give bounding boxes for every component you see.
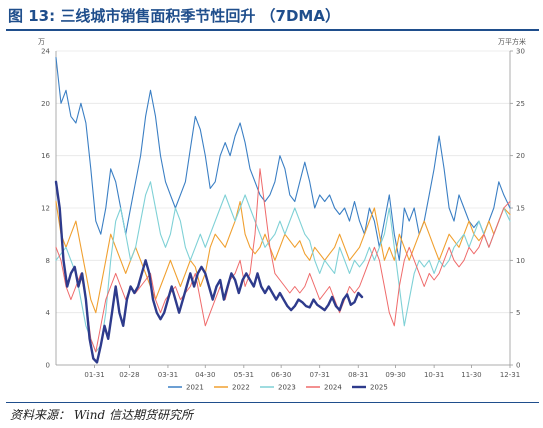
x-tick-label: 08-31 xyxy=(348,371,368,379)
x-tick-label: 03-31 xyxy=(158,371,178,379)
left-tick-label: 8 xyxy=(46,257,50,265)
x-tick-label: 07-31 xyxy=(310,371,330,379)
left-tick-label: 16 xyxy=(41,152,50,160)
x-tick-label: 12-31 xyxy=(500,371,520,379)
left-tick-label: 12 xyxy=(41,205,50,213)
x-tick-label: 06-30 xyxy=(271,371,291,379)
legend-label-2024: 2024 xyxy=(324,384,342,392)
x-tick-label: 02-28 xyxy=(119,371,139,379)
right-tick-label: 20 xyxy=(516,152,525,160)
right-tick-label: 5 xyxy=(516,309,520,317)
series-lines xyxy=(54,56,511,364)
legend-label-2023: 2023 xyxy=(278,384,296,392)
source-note: 资料来源： Wind 信达期货研究所 xyxy=(10,408,194,422)
right-tick-label: 15 xyxy=(516,205,525,213)
series-line-2023 xyxy=(55,181,511,353)
x-tick-label: 09-30 xyxy=(385,371,405,379)
x-tick-label: 04-30 xyxy=(195,371,215,379)
legend-label-2022: 2022 xyxy=(232,384,250,392)
figure-title: 图 13: 三线城市销售面积季节性回升 （7DMA） xyxy=(8,7,340,25)
right-tick-label: 30 xyxy=(516,48,525,56)
left-axis-unit: 万 xyxy=(38,38,45,46)
source-rule xyxy=(6,402,539,403)
left-tick-label: 24 xyxy=(41,48,50,56)
axes: 0 4 8 12 16 20 24 0 5 10 15 20 25 30 万 万平方米 01-31 02-28 03… xyxy=(38,37,526,379)
right-tick-label: 0 xyxy=(516,362,520,370)
title-rule xyxy=(6,29,539,31)
series-line-2021 xyxy=(55,56,511,261)
legend-label-2025: 2025 xyxy=(370,384,388,392)
left-tick-label: 4 xyxy=(46,309,51,317)
right-axis-unit: 万平方米 xyxy=(498,37,526,46)
series-line-2025 xyxy=(54,180,364,364)
x-tick-label: 01-31 xyxy=(84,371,104,379)
left-tick-label: 20 xyxy=(41,100,50,108)
left-tick-label: 0 xyxy=(46,362,50,370)
x-tick-label: 10-31 xyxy=(424,371,444,379)
x-tick-label: 11-30 xyxy=(461,371,481,379)
x-tick-label: 05-31 xyxy=(234,371,254,379)
legend-label-2021: 2021 xyxy=(186,384,204,392)
right-tick-label: 10 xyxy=(516,257,525,265)
right-tick-label: 25 xyxy=(516,100,525,108)
chart-legend: 2021 2022 2023 2024 2025 xyxy=(168,384,388,392)
